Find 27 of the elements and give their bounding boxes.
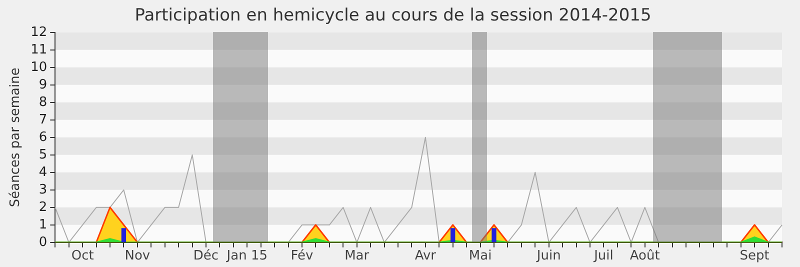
- y-tick-label: 10: [30, 60, 48, 75]
- y-tick-label: 3: [38, 182, 48, 198]
- chart-title: Participation en hemicycle au cours de la session 2014-2015: [134, 6, 652, 26]
- x-tick-label: Avr: [414, 248, 437, 264]
- y-tick-label: 12: [30, 24, 48, 40]
- y-tick-label: 11: [30, 42, 48, 58]
- x-tick-label: Sept: [740, 248, 770, 264]
- y-tick-label: 4: [38, 164, 48, 180]
- y-axis-title: Séances par semaine: [8, 68, 24, 208]
- x-tick-label: Juin: [536, 248, 561, 264]
- x-tick-label: Août: [630, 248, 660, 264]
- x-tick-label: Juil: [593, 248, 614, 264]
- y-tick-label: 2: [38, 200, 48, 215]
- y-tick-label: 0: [38, 234, 48, 250]
- y-tick-label: 9: [38, 77, 48, 92]
- x-tick-label: Mai: [468, 248, 492, 264]
- x-tick-label: Nov: [124, 248, 150, 264]
- y-tick-label: 6: [38, 130, 48, 145]
- y-tick-label: 5: [38, 147, 48, 162]
- y-tick-label: 1: [38, 217, 48, 232]
- y-tick-label: 7: [38, 112, 48, 128]
- x-tick-label: Déc: [193, 248, 219, 264]
- y-tick-label: 8: [38, 94, 48, 110]
- x-tick-label: Mar: [344, 248, 370, 264]
- x-tick-label: Fév: [290, 248, 314, 264]
- x-tick-label: Oct: [71, 248, 94, 264]
- x-tick-label: Jan 15: [226, 248, 268, 264]
